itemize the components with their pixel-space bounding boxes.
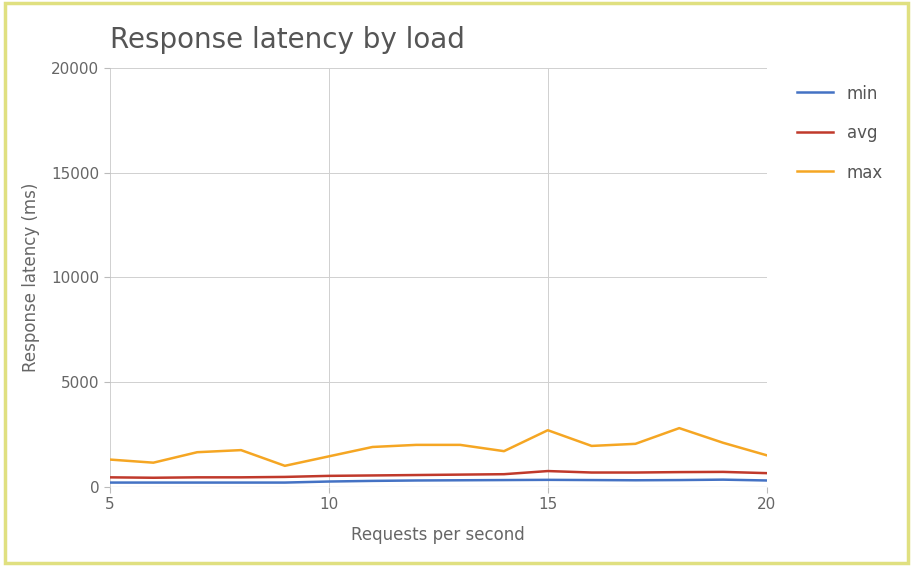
max <box>630 440 641 447</box>
min <box>148 479 159 486</box>
max <box>498 448 509 454</box>
avg <box>192 474 203 481</box>
min <box>236 479 247 486</box>
max <box>323 453 334 460</box>
max <box>542 427 553 434</box>
max <box>411 441 422 448</box>
Legend: min, avg, max: min, avg, max <box>789 76 891 190</box>
avg <box>630 469 641 476</box>
avg <box>411 471 422 478</box>
Text: Response latency by load: Response latency by load <box>110 27 465 54</box>
avg <box>586 469 597 476</box>
avg <box>279 474 290 481</box>
min <box>586 477 597 483</box>
min <box>498 477 509 483</box>
min <box>761 477 772 484</box>
Line: avg: avg <box>110 471 767 478</box>
max <box>192 449 203 456</box>
avg <box>367 472 378 479</box>
Line: max: max <box>110 428 767 466</box>
max <box>455 441 466 448</box>
Line: min: min <box>110 479 767 483</box>
min <box>718 476 729 483</box>
X-axis label: Requests per second: Requests per second <box>352 526 525 544</box>
avg <box>148 474 159 481</box>
avg <box>498 471 509 478</box>
max <box>148 459 159 466</box>
avg <box>323 473 334 479</box>
max <box>586 443 597 449</box>
avg <box>718 469 729 475</box>
avg <box>455 471 466 478</box>
avg <box>674 469 685 475</box>
max <box>104 456 115 463</box>
min <box>630 477 641 484</box>
max <box>761 452 772 458</box>
max <box>236 447 247 453</box>
avg <box>542 468 553 474</box>
max <box>718 439 729 446</box>
avg <box>236 474 247 481</box>
min <box>323 478 334 485</box>
avg <box>104 474 115 481</box>
avg <box>761 470 772 477</box>
min <box>455 477 466 484</box>
min <box>192 479 203 486</box>
Y-axis label: Response latency (ms): Response latency (ms) <box>22 183 40 372</box>
min <box>279 479 290 486</box>
min <box>542 477 553 483</box>
min <box>411 477 422 484</box>
min <box>367 478 378 484</box>
max <box>367 444 378 451</box>
max <box>674 424 685 431</box>
max <box>279 462 290 469</box>
min <box>674 477 685 483</box>
min <box>104 479 115 486</box>
